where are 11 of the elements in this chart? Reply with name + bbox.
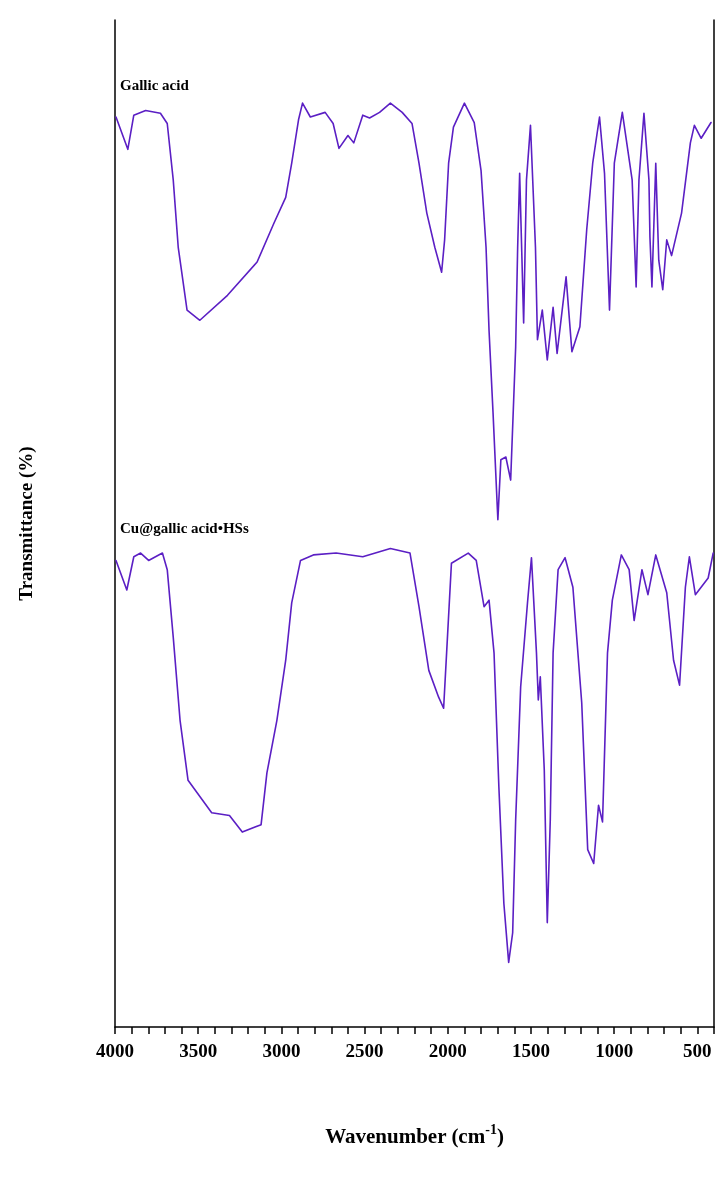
x-tick-label: 1500 xyxy=(511,1040,550,1061)
x-tick-label: 1000 xyxy=(595,1040,634,1061)
y-axis-title: Transmittance (%) xyxy=(15,446,37,601)
x-tick-label: 3000 xyxy=(262,1040,301,1061)
x-tick-label: 3500 xyxy=(179,1040,218,1061)
x-tick-label: 500 xyxy=(683,1040,712,1061)
x-tick-label: 2000 xyxy=(428,1040,467,1061)
x-tick-label: 2500 xyxy=(345,1040,384,1061)
x-tick-label: 4000 xyxy=(96,1040,134,1061)
series-label: Gallic acid xyxy=(120,76,190,93)
series-label: Cu@gallic acid•HSs xyxy=(120,519,249,536)
